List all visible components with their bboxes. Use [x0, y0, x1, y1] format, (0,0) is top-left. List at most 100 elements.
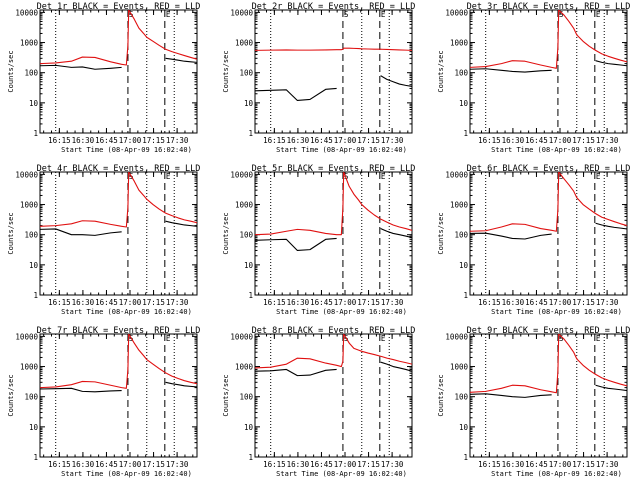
panel-3: Det 3r BLACK = Events, RED = LLD 1 10 100 10… [437, 2, 630, 154]
panel-title: Det 4r BLACK = Events, RED = LLD [37, 164, 201, 174]
y-tick-label: 10000 [230, 8, 253, 17]
x-tick-label: 17:30 [166, 136, 189, 145]
y-tick-label: 1000 [235, 201, 254, 210]
y-tick-label: 1000 [450, 363, 469, 372]
marker-label: E [381, 172, 386, 181]
y-tick-label: 100 [239, 231, 253, 240]
x-tick-label: 16:45 [95, 460, 118, 469]
y-tick-label: 100 [454, 231, 468, 240]
series-line-events [40, 381, 197, 393]
y-tick-label: 10 [29, 261, 39, 270]
x-tick-label: 16:30 [502, 136, 525, 145]
x-tick-label: 17:00 [549, 136, 572, 145]
x-tick-label: 17:30 [381, 460, 404, 469]
x-tick-label: 16:15 [478, 136, 501, 145]
x-tick-label: 17:30 [381, 298, 404, 307]
series-line-lld [470, 10, 627, 69]
panel-title: Det 7r BLACK = Events, RED = LLD [37, 326, 201, 336]
panel-title: Det 1r BLACK = Events, RED = LLD [37, 2, 201, 12]
marker-label: S [344, 10, 349, 19]
plot-frame [39, 171, 198, 296]
panel-6: Det 6r BLACK = Events, RED = LLD 1 10 100 10… [437, 164, 630, 316]
x-axis-label: Start Time (08-Apr-09 16:02:40) [61, 470, 192, 478]
series-line-events [40, 220, 197, 236]
x-tick-label: 17:15 [357, 460, 380, 469]
y-tick-label: 1000 [450, 201, 469, 210]
y-tick-label: 1000 [450, 39, 469, 48]
marker-label: E [596, 10, 601, 19]
marker-label: E [596, 334, 601, 343]
x-tick-label: 17:15 [357, 298, 380, 307]
x-tick-label: 16:45 [95, 298, 118, 307]
x-axis-label: Start Time (08-Apr-09 16:02:40) [276, 146, 407, 154]
y-tick-label: 10 [459, 261, 469, 270]
x-tick-label: 17:00 [119, 136, 142, 145]
marker-label: E [166, 10, 171, 19]
x-tick-label: 16:45 [310, 298, 333, 307]
y-tick-label: 10 [244, 261, 254, 270]
y-tick-label: 10000 [445, 332, 468, 341]
y-tick-label: 100 [24, 393, 38, 402]
x-tick-label: 17:00 [334, 460, 357, 469]
y-tick-label: 1 [248, 453, 253, 462]
x-tick-label: 17:00 [334, 298, 357, 307]
x-tick-label: 17:30 [596, 136, 619, 145]
x-tick-label: 16:30 [72, 460, 95, 469]
x-tick-label: 16:30 [287, 460, 310, 469]
series-line-lld [470, 172, 627, 232]
y-tick-label: 10000 [15, 332, 38, 341]
x-tick-label: 16:30 [72, 136, 95, 145]
y-tick-label: 100 [454, 393, 468, 402]
y-tick-label: 1 [33, 129, 38, 138]
panel-5: Det 5r BLACK = Events, RED = LLD 1 10 100 10… [222, 164, 415, 316]
panel-1: Det 1r BLACK = Events, RED = LLD 1 10 100 10… [7, 2, 200, 154]
x-tick-label: 16:30 [287, 136, 310, 145]
marker-label: S [559, 172, 564, 181]
y-tick-label: 1 [33, 453, 38, 462]
panel-title: Det 9r BLACK = Events, RED = LLD [467, 326, 631, 336]
y-axis-label: Counts/sec [437, 50, 445, 92]
plot-frame [254, 333, 413, 458]
plot-frame [469, 171, 628, 296]
x-axis-label: Start Time (08-Apr-09 16:02:40) [276, 470, 407, 478]
panel-7: Det 7r BLACK = Events, RED = LLD 1 10 100 10… [7, 326, 200, 478]
y-axis-label: Counts/sec [222, 212, 230, 254]
x-tick-label: 17:00 [549, 460, 572, 469]
y-axis-label: Counts/sec [437, 374, 445, 416]
y-tick-label: 1 [463, 453, 468, 462]
series-line-events [40, 57, 197, 70]
y-tick-label: 10000 [445, 170, 468, 179]
plot-frame [39, 333, 198, 458]
y-tick-label: 100 [239, 393, 253, 402]
series-line-lld [40, 172, 197, 228]
x-tick-label: 16:15 [263, 136, 286, 145]
x-tick-label: 17:00 [119, 298, 142, 307]
series-line-events [470, 384, 627, 398]
x-tick-label: 17:15 [357, 136, 380, 145]
y-tick-label: 1000 [20, 201, 39, 210]
x-tick-label: 17:15 [572, 298, 595, 307]
x-tick-label: 16:30 [502, 460, 525, 469]
y-tick-label: 10000 [15, 8, 38, 17]
marker-label: E [381, 334, 386, 343]
x-tick-label: 16:15 [48, 298, 71, 307]
y-tick-label: 1 [248, 129, 253, 138]
y-tick-label: 10000 [15, 170, 38, 179]
series-line-events [255, 228, 412, 252]
marker-label: E [596, 172, 601, 181]
series-line-lld [255, 334, 412, 369]
y-axis-label: Counts/sec [7, 212, 15, 254]
x-axis-label: Start Time (08-Apr-09 16:02:40) [276, 308, 407, 316]
y-tick-label: 10000 [445, 8, 468, 17]
y-tick-label: 100 [24, 69, 38, 78]
panel-title: Det 2r BLACK = Events, RED = LLD [252, 2, 416, 12]
x-tick-label: 16:45 [525, 298, 548, 307]
marker-label: S [344, 172, 349, 181]
x-tick-label: 17:15 [572, 136, 595, 145]
series-line-lld [255, 172, 412, 236]
x-axis-label: Start Time (08-Apr-09 16:02:40) [491, 470, 622, 478]
plot-frame [254, 171, 413, 296]
x-tick-label: 17:00 [119, 460, 142, 469]
y-tick-label: 10 [29, 99, 39, 108]
